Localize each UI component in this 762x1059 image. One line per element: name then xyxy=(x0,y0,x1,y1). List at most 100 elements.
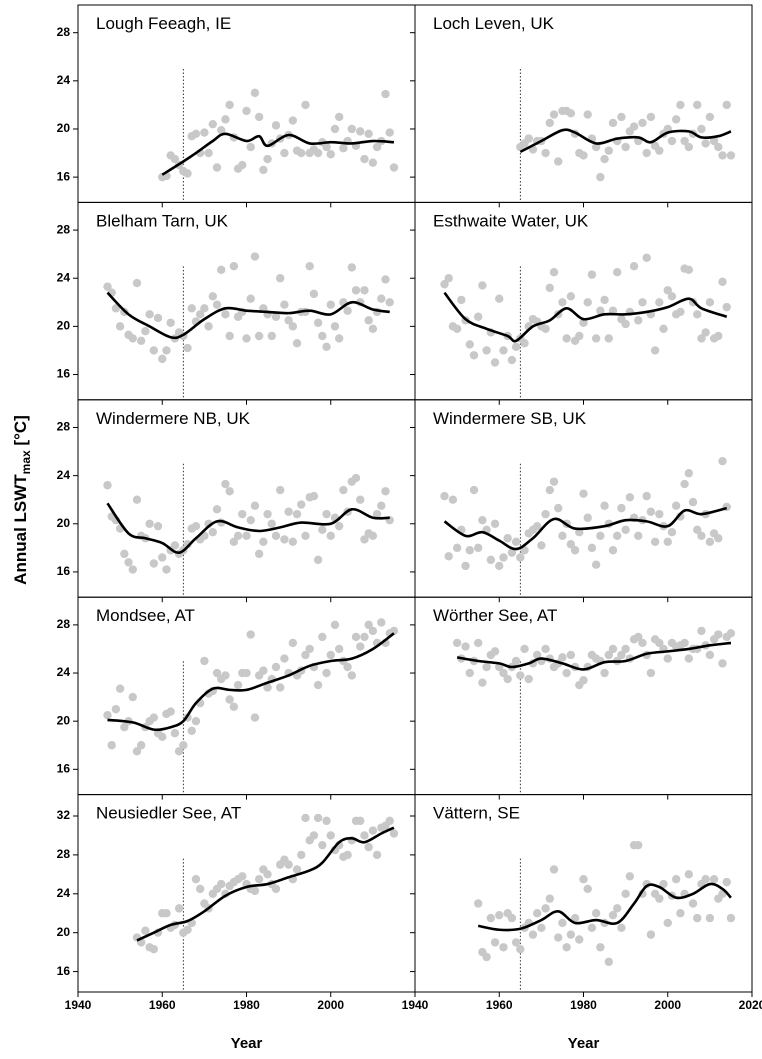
data-point xyxy=(263,870,272,879)
data-point xyxy=(170,154,180,164)
data-point xyxy=(107,741,116,750)
panel-title: Esthwaite Water, UK xyxy=(433,211,589,230)
data-point xyxy=(520,644,529,654)
data-point xyxy=(326,650,335,660)
data-point xyxy=(528,930,538,939)
data-point xyxy=(549,865,559,874)
data-point xyxy=(667,292,677,301)
data-point xyxy=(629,261,639,271)
data-point xyxy=(136,336,146,346)
data-point xyxy=(621,525,630,534)
data-point xyxy=(288,537,298,547)
data-point xyxy=(162,346,171,355)
data-point xyxy=(174,904,184,913)
data-point xyxy=(347,263,357,272)
data-point xyxy=(368,626,378,636)
data-point xyxy=(381,275,390,284)
data-point xyxy=(233,531,243,541)
data-point xyxy=(608,910,618,920)
x-tick-label: 1960 xyxy=(486,998,513,1012)
smooth-line xyxy=(107,632,395,732)
data-point xyxy=(284,316,293,325)
data-point xyxy=(301,100,310,110)
data-point xyxy=(389,163,399,172)
data-point xyxy=(693,525,702,534)
data-point xyxy=(153,313,163,323)
data-point xyxy=(271,121,281,130)
y-tick-label: 20 xyxy=(57,713,71,727)
data-point xyxy=(103,710,112,720)
data-point xyxy=(368,158,378,167)
data-point xyxy=(541,904,550,913)
data-point xyxy=(579,151,588,160)
data-point xyxy=(705,913,715,923)
data-point xyxy=(313,555,323,565)
data-point xyxy=(697,626,706,636)
data-point xyxy=(347,124,357,134)
y-label-subscript: max xyxy=(19,450,33,474)
data-point xyxy=(659,879,668,889)
data-point xyxy=(250,88,260,98)
data-point xyxy=(621,319,630,329)
data-point xyxy=(334,644,344,654)
data-point xyxy=(541,644,550,654)
data-point xyxy=(604,957,613,967)
data-point xyxy=(701,328,710,337)
data-point xyxy=(701,875,710,884)
data-point xyxy=(604,146,613,155)
data-point xyxy=(693,913,702,923)
data-point xyxy=(566,650,576,660)
data-point xyxy=(591,142,601,152)
data-point xyxy=(246,515,255,525)
data-point xyxy=(334,112,344,122)
y-tick-label: 28 xyxy=(57,420,71,434)
data-point xyxy=(351,632,361,642)
data-point xyxy=(115,684,125,693)
data-point xyxy=(343,850,352,860)
data-point xyxy=(697,124,706,134)
data-point xyxy=(372,142,382,152)
data-point xyxy=(621,889,630,898)
data-point xyxy=(461,561,470,571)
data-point xyxy=(688,899,698,908)
data-point xyxy=(469,485,479,495)
data-point xyxy=(381,89,390,99)
data-point xyxy=(162,909,171,918)
data-point xyxy=(511,342,521,352)
data-point xyxy=(191,716,201,726)
data-point xyxy=(663,537,672,547)
data-point xyxy=(259,165,268,175)
data-point xyxy=(339,485,348,495)
panel-frame xyxy=(77,4,416,203)
data-point xyxy=(613,531,622,541)
data-point xyxy=(250,252,260,261)
y-tick-label: 32 xyxy=(57,808,71,822)
data-point xyxy=(389,829,399,838)
data-point xyxy=(158,553,167,562)
data-point xyxy=(195,884,205,894)
data-point xyxy=(217,879,226,889)
data-point xyxy=(600,154,609,164)
data-point xyxy=(288,322,298,331)
data-point xyxy=(313,813,323,823)
y-tick-label: 16 xyxy=(57,964,71,978)
data-point xyxy=(566,292,576,301)
data-point xyxy=(558,531,567,541)
data-point xyxy=(263,683,272,692)
data-point xyxy=(318,840,327,850)
data-point xyxy=(473,638,483,648)
data-point xyxy=(351,286,361,295)
data-point xyxy=(326,531,335,541)
data-point xyxy=(322,668,331,678)
data-point xyxy=(621,142,630,152)
data-point xyxy=(179,741,188,750)
data-point xyxy=(246,630,255,639)
data-point xyxy=(541,148,550,158)
data-point xyxy=(158,354,167,364)
data-point xyxy=(575,935,584,944)
data-point xyxy=(718,277,727,287)
data-point xyxy=(212,668,222,678)
data-point xyxy=(714,142,723,152)
data-point xyxy=(667,528,677,537)
data-point xyxy=(469,351,479,360)
